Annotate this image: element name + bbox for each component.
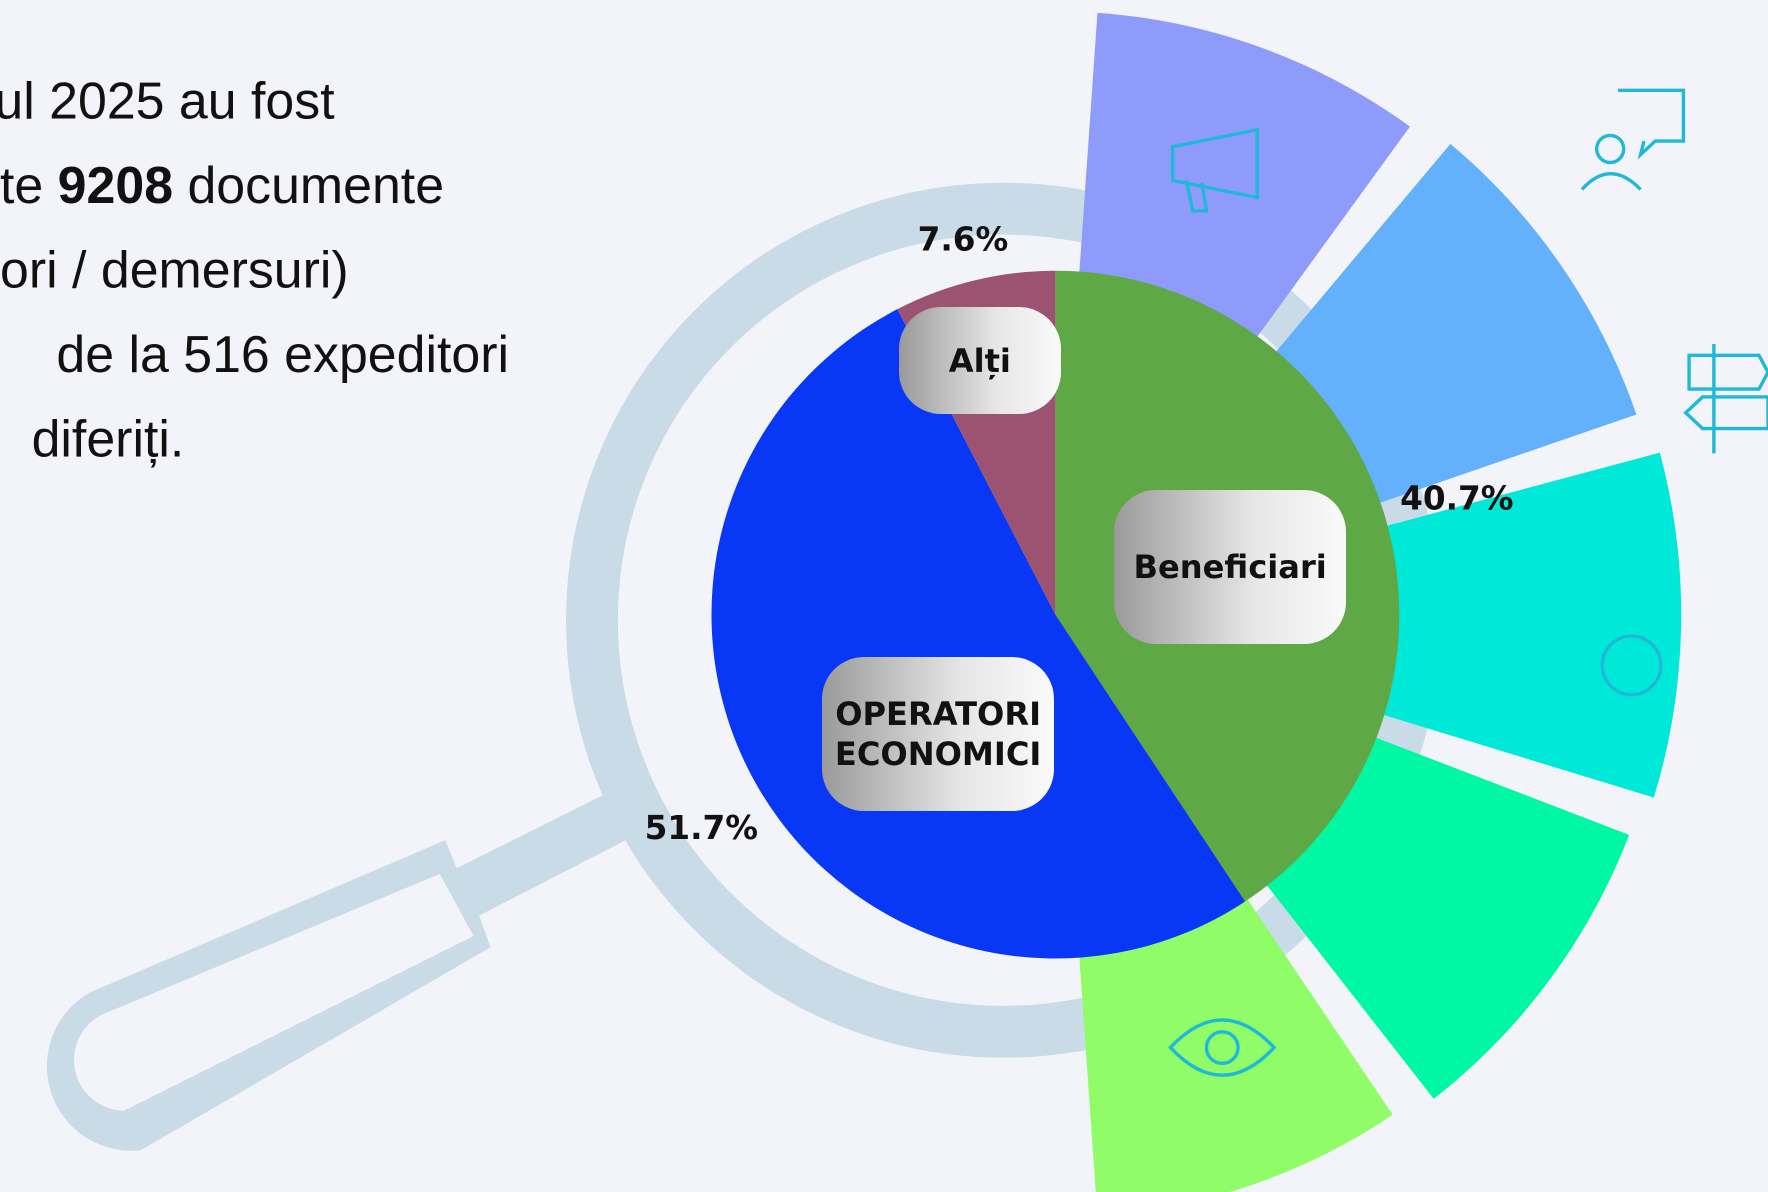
annotation-line: de la 516 expeditori [56,325,509,383]
category-label: OPERATORI ECONOMICI [821,657,1055,811]
user-icon [1580,88,1686,191]
category-label: Alți [898,307,1062,415]
value-label: 51.7% [645,809,758,847]
annotation-text: diferiți. [32,410,185,468]
bulb-icon [1600,634,1663,697]
handle-hole [73,873,474,1111]
annotation-line: ori / demersuri) [0,241,349,299]
annotation-text: 9208 [58,156,173,214]
value-label: 7.6% [918,220,1009,258]
sign-icon [1683,343,1768,454]
annotation-line: ul 2025 au fost [0,71,335,129]
annotation-text: documente [173,156,444,214]
eye-icon [1168,1018,1277,1077]
eye-icon [1204,1030,1240,1066]
annotation-text: te [0,156,58,214]
annotation-text: ori / demersuri) [0,241,349,299]
value-label: 40.7% [1400,480,1513,518]
annotation-text: de la 516 expeditori [56,325,509,383]
annotation-text: ul 2025 au fost [0,71,335,129]
annotation-line: diferiți. [32,410,185,468]
megaphone-icon [1170,127,1259,213]
annotation: ul 2025 au fost te 9208 documente ori / de… [0,71,509,467]
category-label: Beneficiari [1114,490,1347,644]
annotation-line: te 9208 documente [0,156,444,214]
